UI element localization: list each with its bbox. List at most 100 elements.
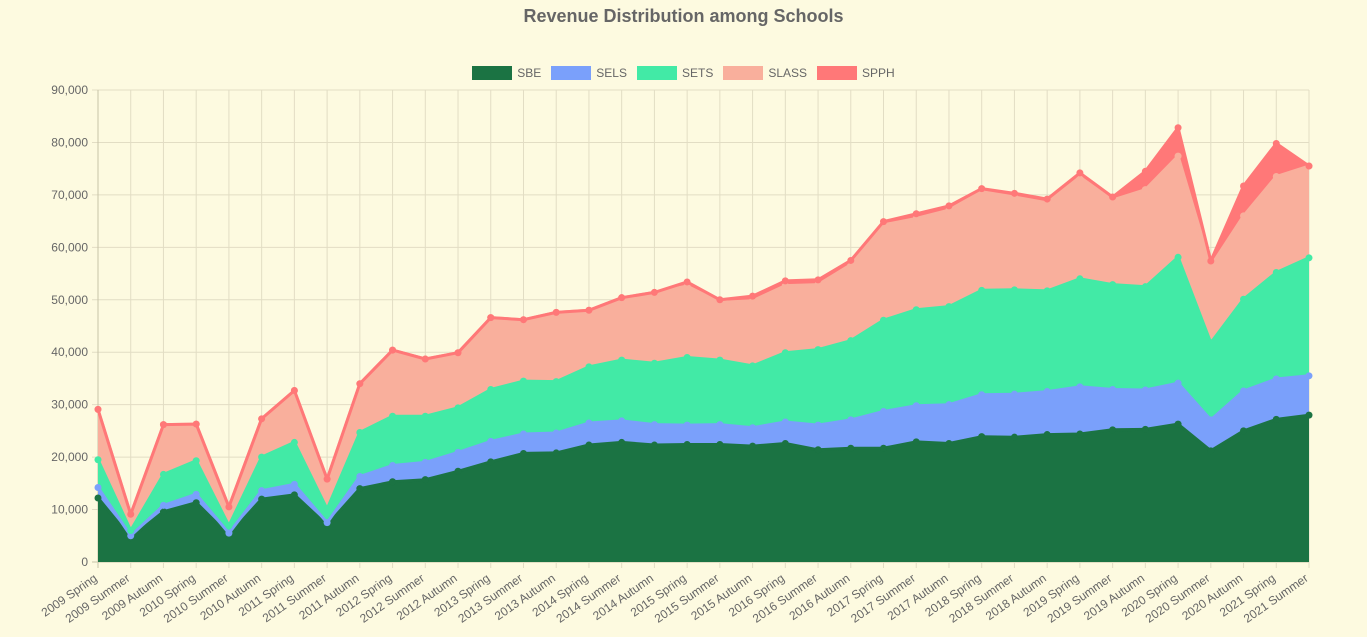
point-spph[interactable] bbox=[749, 292, 757, 300]
point-sbe[interactable] bbox=[192, 499, 200, 507]
point-spph[interactable] bbox=[814, 276, 822, 284]
point-sbe[interactable] bbox=[585, 441, 593, 449]
point-slass[interactable] bbox=[1207, 262, 1215, 270]
point-sets[interactable] bbox=[1010, 286, 1018, 294]
point-spph[interactable] bbox=[1109, 193, 1117, 201]
point-spph[interactable] bbox=[781, 277, 789, 285]
point-sels[interactable] bbox=[1076, 383, 1084, 391]
point-sets[interactable] bbox=[225, 522, 233, 530]
point-slass[interactable] bbox=[1141, 186, 1149, 194]
point-spph[interactable] bbox=[847, 256, 855, 264]
point-sels[interactable] bbox=[519, 430, 527, 438]
point-spph[interactable] bbox=[1010, 189, 1018, 197]
point-slass[interactable] bbox=[1174, 152, 1182, 160]
point-spph[interactable] bbox=[978, 185, 986, 193]
point-sets[interactable] bbox=[552, 378, 560, 386]
point-sets[interactable] bbox=[1240, 295, 1248, 303]
point-sels[interactable] bbox=[356, 473, 364, 481]
point-sets[interactable] bbox=[323, 505, 331, 513]
point-sels[interactable] bbox=[585, 419, 593, 427]
point-sets[interactable] bbox=[683, 353, 691, 361]
point-sels[interactable] bbox=[1305, 372, 1313, 380]
point-sbe[interactable] bbox=[552, 449, 560, 457]
point-spph[interactable] bbox=[1305, 162, 1313, 170]
point-sels[interactable] bbox=[814, 421, 822, 429]
point-sets[interactable] bbox=[290, 438, 298, 446]
point-spph[interactable] bbox=[912, 210, 920, 218]
point-sets[interactable] bbox=[192, 457, 200, 465]
point-spph[interactable] bbox=[650, 288, 658, 296]
point-sbe[interactable] bbox=[683, 441, 691, 449]
point-sets[interactable] bbox=[454, 404, 462, 412]
point-sels[interactable] bbox=[1240, 387, 1248, 395]
point-sbe[interactable] bbox=[978, 433, 986, 441]
legend-item-sbe[interactable]: SBE bbox=[472, 66, 541, 80]
point-sels[interactable] bbox=[912, 402, 920, 410]
point-spph[interactable] bbox=[552, 308, 560, 316]
point-sets[interactable] bbox=[847, 337, 855, 345]
point-sets[interactable] bbox=[1207, 339, 1215, 347]
point-sels[interactable] bbox=[978, 391, 986, 399]
point-sets[interactable] bbox=[1043, 287, 1051, 295]
point-spph[interactable] bbox=[1043, 195, 1051, 203]
point-spph[interactable] bbox=[945, 202, 953, 210]
point-sbe[interactable] bbox=[454, 467, 462, 475]
point-sbe[interactable] bbox=[1240, 427, 1248, 435]
point-spph[interactable] bbox=[716, 296, 724, 304]
point-sets[interactable] bbox=[912, 306, 920, 314]
point-spph[interactable] bbox=[683, 278, 691, 286]
point-sbe[interactable] bbox=[1174, 420, 1182, 428]
point-sets[interactable] bbox=[945, 303, 953, 311]
point-sels[interactable] bbox=[454, 448, 462, 456]
point-sets[interactable] bbox=[814, 346, 822, 354]
legend-item-spph[interactable]: SPPH bbox=[817, 66, 895, 80]
point-sels[interactable] bbox=[1043, 388, 1051, 396]
point-sbe[interactable] bbox=[1076, 430, 1084, 438]
point-spph[interactable] bbox=[421, 355, 429, 363]
point-sets[interactable] bbox=[127, 527, 135, 535]
point-sbe[interactable] bbox=[1207, 447, 1215, 455]
point-spph[interactable] bbox=[1207, 257, 1215, 265]
point-slass[interactable] bbox=[1272, 173, 1280, 181]
point-sets[interactable] bbox=[94, 456, 102, 464]
point-sbe[interactable] bbox=[290, 491, 298, 499]
legend-item-sels[interactable]: SELS bbox=[551, 66, 627, 80]
point-spph[interactable] bbox=[389, 346, 397, 354]
point-sets[interactable] bbox=[650, 359, 658, 367]
point-sels[interactable] bbox=[1272, 375, 1280, 383]
point-sbe[interactable] bbox=[487, 458, 495, 466]
point-sels[interactable] bbox=[159, 501, 167, 509]
point-sels[interactable] bbox=[618, 417, 626, 425]
point-sets[interactable] bbox=[258, 453, 266, 461]
point-sets[interactable] bbox=[487, 385, 495, 393]
point-sels[interactable] bbox=[258, 487, 266, 495]
point-sbe[interactable] bbox=[1272, 415, 1280, 423]
point-sets[interactable] bbox=[1272, 269, 1280, 277]
point-spph[interactable] bbox=[323, 475, 331, 483]
point-sels[interactable] bbox=[127, 532, 135, 540]
point-sels[interactable] bbox=[716, 421, 724, 429]
point-sels[interactable] bbox=[781, 418, 789, 426]
point-sbe[interactable] bbox=[1305, 411, 1313, 419]
point-sets[interactable] bbox=[1076, 275, 1084, 283]
point-sbe[interactable] bbox=[159, 508, 167, 516]
point-sels[interactable] bbox=[683, 421, 691, 429]
point-sels[interactable] bbox=[389, 462, 397, 470]
point-sbe[interactable] bbox=[389, 478, 397, 486]
point-sets[interactable] bbox=[519, 377, 527, 385]
point-spph[interactable] bbox=[356, 380, 364, 388]
point-sbe[interactable] bbox=[847, 444, 855, 452]
point-spph[interactable] bbox=[1240, 182, 1248, 190]
point-sets[interactable] bbox=[1141, 283, 1149, 291]
point-sets[interactable] bbox=[880, 316, 888, 324]
point-sbe[interactable] bbox=[716, 441, 724, 449]
point-sels[interactable] bbox=[1109, 385, 1117, 393]
point-sets[interactable] bbox=[585, 363, 593, 371]
point-sbe[interactable] bbox=[945, 439, 953, 447]
point-spph[interactable] bbox=[159, 421, 167, 429]
point-sets[interactable] bbox=[716, 356, 724, 364]
point-spph[interactable] bbox=[487, 314, 495, 322]
point-spph[interactable] bbox=[290, 387, 298, 395]
point-sbe[interactable] bbox=[258, 495, 266, 503]
point-sets[interactable] bbox=[781, 349, 789, 357]
